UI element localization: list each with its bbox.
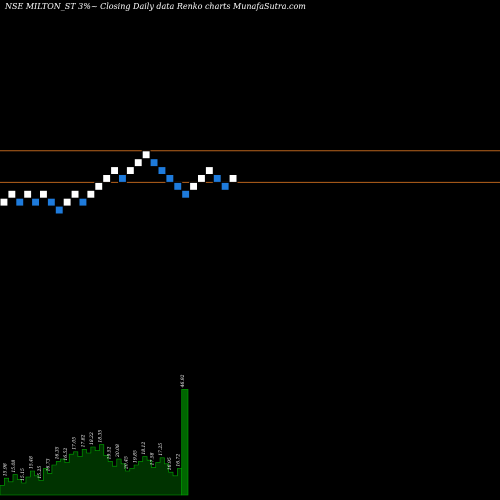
renko-brick-up — [197, 174, 206, 183]
renko-brick-up — [23, 189, 33, 199]
volume-label: 17.05 — [72, 437, 78, 450]
volume-label: 18.12 — [141, 442, 147, 455]
volume-label: 18.22 — [89, 432, 95, 445]
renko-brick-down — [181, 189, 191, 199]
renko-brick-up — [110, 166, 119, 176]
reference-lines — [0, 150, 500, 183]
volume-label: 16.72 — [176, 454, 182, 467]
renko-bricks — [0, 150, 238, 215]
renko-brick-down — [212, 174, 222, 183]
volume-label: 46.92 — [180, 374, 186, 388]
volume-area — [0, 389, 189, 496]
renko-brick-down — [157, 166, 167, 176]
renko-brick-up — [86, 189, 96, 199]
renko-brick-down — [78, 197, 88, 207]
renko-brick-up — [228, 174, 238, 183]
volume-label: 16.73 — [46, 458, 52, 471]
renko-brick-up — [39, 189, 48, 199]
volume-area-path — [0, 444, 182, 496]
volume-bar-last — [181, 389, 189, 496]
renko-brick-down — [46, 197, 56, 207]
renko-brick-up — [0, 197, 9, 207]
volume-label: 18.35 — [98, 430, 104, 443]
volume-label: 20.08 — [115, 444, 121, 458]
volume-label: 17.82 — [80, 434, 86, 447]
renko-brick-up — [102, 174, 112, 183]
chart-title: NSE MILTON_ST 3%~ Closing Daily data Ren… — [4, 2, 306, 11]
renko-brick-up — [141, 150, 151, 160]
volume-label: 15.15 — [20, 468, 26, 481]
volume-label: 16.95 — [167, 457, 173, 470]
volume-label: 15.98 — [2, 463, 8, 476]
renko-brick-up — [62, 197, 72, 207]
volume-label: 17.58 — [150, 452, 156, 465]
volume-label: 19.52 — [106, 446, 112, 459]
renko-brick-down — [165, 174, 175, 183]
renko-brick-up — [94, 181, 104, 191]
renko-brick-down — [15, 197, 25, 207]
volume-label: 16.35 — [54, 446, 60, 459]
renko-brick-down — [118, 174, 127, 183]
volume-label: 15.25 — [37, 466, 43, 479]
renko-brick-up — [133, 158, 143, 168]
volume-label: 15.08 — [11, 460, 17, 473]
volume-label: 20.45 — [124, 456, 130, 470]
renko-brick-up — [189, 181, 199, 191]
volume-label: 16.52 — [63, 448, 69, 461]
volume-label: 17.25 — [158, 443, 164, 456]
volume-label: 15.48 — [28, 456, 34, 469]
renko-brick-down — [54, 205, 64, 215]
renko-brick-up — [204, 166, 214, 176]
renko-brick-up — [125, 166, 135, 176]
renko-brick-down — [149, 158, 159, 168]
volume-label: 19.85 — [132, 450, 138, 463]
renko-brick-up — [70, 189, 80, 199]
renko-brick-up — [7, 189, 17, 199]
renko-brick-down — [173, 181, 183, 191]
renko-brick-down — [31, 197, 41, 207]
renko-brick-down — [220, 181, 230, 191]
